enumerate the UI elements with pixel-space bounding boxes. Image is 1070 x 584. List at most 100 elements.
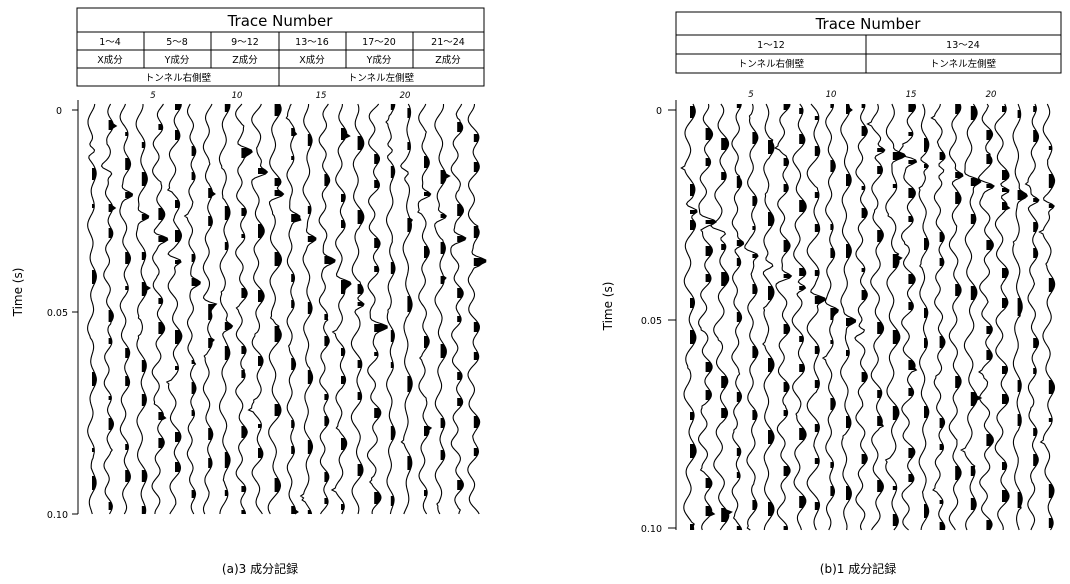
trace-fill xyxy=(158,124,163,130)
trace-fill xyxy=(861,372,868,382)
panel-b-time-tick: 0 xyxy=(656,106,662,117)
trace-fill xyxy=(1048,174,1055,188)
trace-fill xyxy=(374,408,381,418)
trace-fill xyxy=(108,204,116,212)
trace-fill xyxy=(861,208,868,218)
trace-fill xyxy=(390,104,395,110)
trace-fill xyxy=(125,286,129,290)
trace-fill xyxy=(814,424,820,432)
trace-fill xyxy=(799,200,807,212)
panel-a-wall-left: トンネル左側壁 xyxy=(348,72,415,84)
trace-fill xyxy=(457,288,464,298)
trace-wiggle xyxy=(285,103,302,515)
trace-fill xyxy=(814,146,820,156)
trace-wiggle xyxy=(762,103,775,531)
trace-fill xyxy=(191,278,201,286)
panel-b-traces xyxy=(680,103,1056,531)
trace-fill xyxy=(274,252,282,266)
trace-fill xyxy=(877,166,883,174)
trace-wiggle xyxy=(698,103,717,531)
trace-fill xyxy=(705,246,713,256)
trace-fill xyxy=(108,120,117,130)
trace-fill xyxy=(908,302,914,310)
panel-a-trace-tick: 5 xyxy=(150,91,155,101)
trace-fill xyxy=(473,416,480,428)
trace-wiggle xyxy=(854,103,868,531)
trace-fill xyxy=(473,352,479,360)
trace-fill xyxy=(274,404,281,416)
trace-fill xyxy=(861,186,865,190)
trace-fill xyxy=(705,390,712,400)
trace-fill xyxy=(274,104,282,116)
trace-fill xyxy=(705,274,711,282)
trace-fill xyxy=(274,178,281,186)
trace-fill xyxy=(970,392,982,406)
trace-wiggle xyxy=(87,103,97,515)
trace-fill xyxy=(158,298,163,304)
panel-a-range-cell: 13～16 xyxy=(295,37,329,48)
panel-b-time-tick: 0.05 xyxy=(641,316,662,327)
trace-fill xyxy=(208,188,215,198)
trace-fill xyxy=(258,168,268,174)
trace-fill xyxy=(258,290,265,302)
panel-a-caption: (a)3 成分記録 xyxy=(222,561,298,576)
trace-wiggle xyxy=(994,103,1011,531)
trace-fill xyxy=(1048,418,1053,422)
trace-fill xyxy=(374,352,378,356)
panel-a-time-tick: 0.05 xyxy=(47,308,68,319)
panel-a-component-cell: Z成分 xyxy=(232,54,258,66)
trace-fill xyxy=(357,360,362,368)
trace-wiggle xyxy=(744,103,759,531)
panel-b: Trace Number 1～12 13～24 トンネル右側壁 トンネル左側壁 … xyxy=(601,11,1062,576)
trace-fill xyxy=(846,244,852,258)
trace-fill xyxy=(307,236,316,242)
trace-fill xyxy=(473,162,480,172)
trace-fill xyxy=(908,132,913,136)
trace-fill xyxy=(473,322,480,332)
trace-fill xyxy=(191,490,196,498)
trace-fill xyxy=(939,258,944,266)
panel-a-trace-tick: 15 xyxy=(316,91,327,101)
trace-wiggle xyxy=(1038,103,1056,531)
trace-wiggle xyxy=(731,103,745,531)
panel-a-time-tick: 0 xyxy=(56,106,62,117)
trace-fill xyxy=(291,506,298,514)
panel-b-time-tick: 0.10 xyxy=(641,524,662,535)
trace-fill xyxy=(908,274,916,284)
trace-fill xyxy=(705,158,711,166)
trace-wiggle xyxy=(898,103,918,531)
trace-fill xyxy=(457,398,463,406)
trace-fill xyxy=(440,450,445,460)
trace-fill xyxy=(175,366,179,370)
trace-fill xyxy=(1002,394,1009,404)
trace-fill xyxy=(690,220,696,230)
trace-fill xyxy=(258,424,262,428)
trace-fill xyxy=(690,298,695,308)
panel-b-trace-tick: 10 xyxy=(826,90,837,100)
trace-fill xyxy=(908,388,914,396)
panel-a-range-cell: 9～12 xyxy=(231,37,259,48)
trace-fill xyxy=(241,426,248,438)
trace-fill xyxy=(861,126,868,136)
trace-fill xyxy=(908,474,914,482)
trace-fill xyxy=(705,506,715,516)
trace-wiggle xyxy=(366,103,388,515)
trace-fill xyxy=(924,406,929,418)
trace-fill xyxy=(125,158,131,170)
trace-fill xyxy=(721,244,726,250)
trace-fill xyxy=(125,444,129,450)
trace-wiggle xyxy=(165,103,183,515)
trace-fill xyxy=(877,322,884,334)
trace-fill xyxy=(970,106,978,120)
trace-fill xyxy=(970,498,977,510)
panel-b-y-axis xyxy=(668,100,677,530)
panel-a-trace-tick: 20 xyxy=(400,91,411,101)
trace-wiggle xyxy=(918,103,930,531)
trace-fill xyxy=(208,338,215,348)
trace-fill xyxy=(141,360,147,372)
trace-fill xyxy=(955,284,962,296)
trace-fill xyxy=(241,288,248,298)
trace-fill xyxy=(473,258,486,266)
trace-fill xyxy=(690,444,697,458)
trace-fill xyxy=(158,412,166,420)
